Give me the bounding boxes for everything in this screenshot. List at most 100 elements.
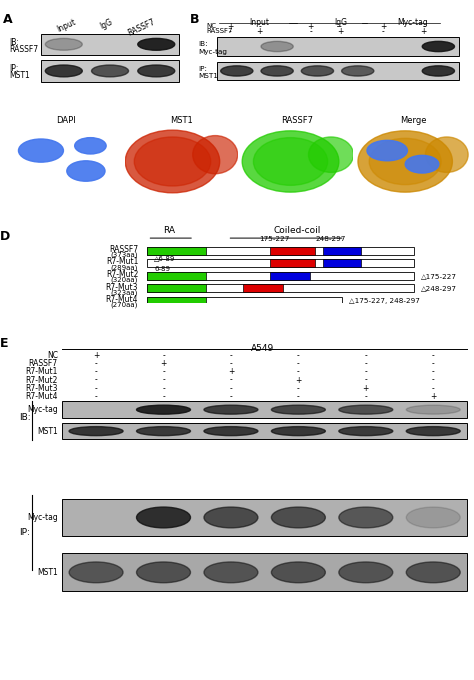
Text: RASSF7: RASSF7 — [281, 116, 313, 125]
Bar — [323, 259, 361, 267]
Text: NC: NC — [47, 351, 58, 360]
Text: -: - — [95, 384, 98, 393]
Bar — [41, 60, 179, 82]
Ellipse shape — [406, 562, 460, 583]
Text: (323aa): (323aa) — [111, 290, 138, 296]
Ellipse shape — [137, 562, 191, 583]
Ellipse shape — [406, 507, 460, 528]
Text: A549: A549 — [251, 344, 274, 353]
Text: △175-227, 248-297: △175-227, 248-297 — [349, 298, 420, 304]
Text: +: + — [420, 27, 427, 36]
Text: +: + — [295, 375, 301, 384]
Bar — [147, 272, 414, 279]
Text: R7-Mut3: R7-Mut3 — [25, 384, 58, 393]
Ellipse shape — [339, 405, 393, 414]
Ellipse shape — [339, 562, 393, 583]
Ellipse shape — [18, 139, 64, 162]
Ellipse shape — [272, 562, 325, 583]
Text: +: + — [363, 384, 369, 393]
Ellipse shape — [339, 507, 393, 528]
Ellipse shape — [309, 137, 354, 173]
Text: -: - — [162, 375, 165, 384]
Text: +: + — [380, 22, 386, 31]
Ellipse shape — [422, 66, 455, 76]
Bar — [63, 401, 467, 418]
Bar — [323, 247, 361, 254]
Text: MST1: MST1 — [198, 73, 218, 79]
Ellipse shape — [125, 130, 219, 193]
Text: -: - — [297, 392, 300, 401]
Text: Input: Input — [250, 18, 270, 27]
Text: -: - — [95, 375, 98, 384]
Text: +: + — [227, 22, 233, 31]
Ellipse shape — [204, 426, 258, 436]
Bar — [147, 247, 206, 254]
Text: △248-297: △248-297 — [421, 286, 457, 291]
Text: IP:: IP: — [198, 66, 207, 72]
Bar — [244, 284, 283, 292]
Ellipse shape — [342, 66, 374, 76]
Ellipse shape — [69, 426, 123, 436]
Bar — [147, 259, 414, 267]
Text: -: - — [258, 22, 261, 31]
Ellipse shape — [46, 65, 82, 77]
Text: MST1: MST1 — [9, 71, 30, 80]
Ellipse shape — [91, 65, 128, 77]
Ellipse shape — [261, 41, 293, 52]
Bar — [63, 554, 467, 592]
Text: DAPI: DAPI — [56, 116, 75, 125]
Ellipse shape — [406, 426, 460, 436]
Text: -: - — [432, 351, 435, 360]
Ellipse shape — [137, 405, 191, 414]
Bar — [147, 272, 206, 279]
Text: -: - — [95, 359, 98, 368]
Ellipse shape — [369, 138, 441, 185]
Ellipse shape — [358, 131, 452, 192]
Ellipse shape — [67, 160, 105, 182]
Ellipse shape — [138, 65, 175, 77]
Text: -: - — [297, 367, 300, 376]
Text: 175-227: 175-227 — [259, 237, 290, 242]
Text: RASSF7: RASSF7 — [9, 45, 38, 54]
Text: IP:: IP: — [18, 528, 29, 537]
Text: -: - — [432, 384, 435, 393]
Text: -: - — [162, 392, 165, 401]
Text: -: - — [365, 359, 367, 368]
Ellipse shape — [272, 405, 325, 414]
Text: △6-89: △6-89 — [155, 255, 176, 261]
Text: RASSF7: RASSF7 — [109, 245, 138, 254]
Text: MST1: MST1 — [37, 426, 58, 436]
Text: IgG: IgG — [99, 18, 114, 31]
Text: R7-Mut2: R7-Mut2 — [106, 270, 138, 279]
Text: +: + — [337, 27, 344, 36]
Text: MST1: MST1 — [37, 568, 58, 577]
Text: IB:: IB: — [9, 37, 19, 47]
Ellipse shape — [367, 140, 408, 160]
Text: A: A — [2, 14, 12, 27]
Bar — [270, 272, 310, 279]
Ellipse shape — [204, 507, 258, 528]
Ellipse shape — [272, 426, 325, 436]
Ellipse shape — [422, 41, 455, 52]
Text: D: D — [0, 230, 10, 243]
Text: E: E — [0, 337, 9, 350]
Bar — [147, 284, 414, 292]
Text: RA: RA — [163, 226, 175, 235]
Bar — [147, 247, 414, 254]
Text: -: - — [229, 351, 232, 360]
Ellipse shape — [339, 426, 393, 436]
Ellipse shape — [75, 137, 106, 154]
Text: 6-89: 6-89 — [155, 266, 170, 272]
Text: Myc-tag: Myc-tag — [198, 48, 227, 54]
Ellipse shape — [193, 135, 237, 174]
Text: +: + — [308, 22, 314, 31]
Ellipse shape — [137, 507, 191, 528]
Ellipse shape — [405, 155, 439, 173]
Text: -: - — [162, 384, 165, 393]
Text: B: B — [190, 14, 199, 27]
Ellipse shape — [272, 507, 325, 528]
Text: RASSF7: RASSF7 — [206, 29, 232, 35]
Ellipse shape — [406, 405, 460, 414]
Bar — [147, 297, 342, 305]
Text: -: - — [229, 392, 232, 401]
